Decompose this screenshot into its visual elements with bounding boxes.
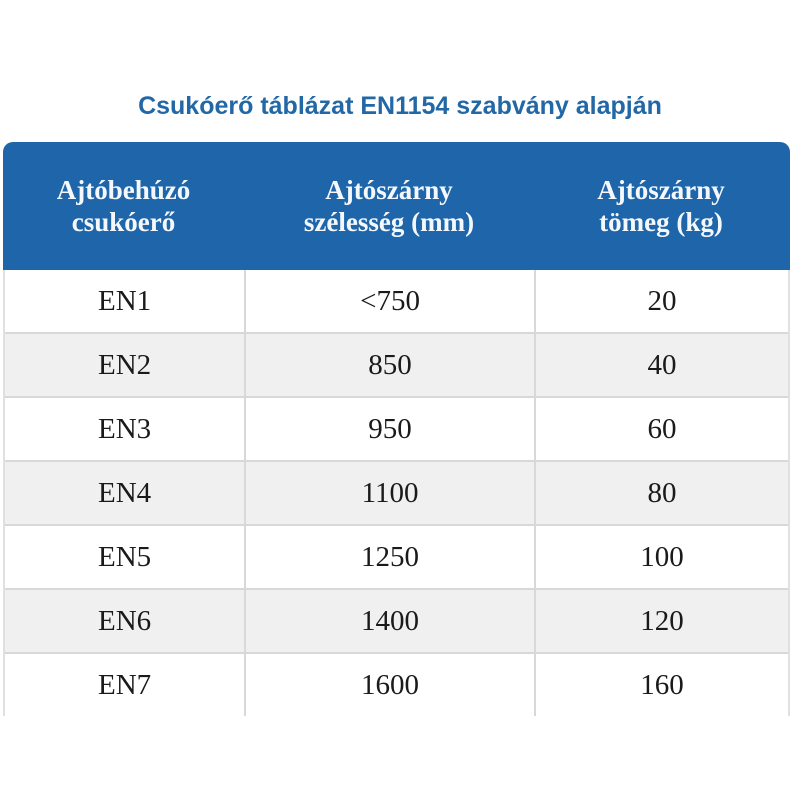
cell-door-weight: 120 <box>640 604 684 637</box>
table-row: EN4 1100 80 <box>5 462 788 526</box>
table-row: EN7 1600 160 <box>5 654 788 716</box>
cell-door-weight: 160 <box>640 668 684 701</box>
cell-closing-force: EN2 <box>5 334 247 396</box>
table-row: EN5 1250 100 <box>5 526 788 590</box>
cell-door-width: <750 <box>246 270 536 332</box>
table-row: EN1 <750 20 <box>5 270 788 334</box>
cell-closing-force: EN6 <box>5 590 247 652</box>
cell-closing-force: EN7 <box>5 654 247 716</box>
cell-closing-force: EN1 <box>5 270 247 332</box>
table-row: EN3 950 60 <box>5 398 788 462</box>
cell-closing-force: EN3 <box>5 398 247 460</box>
header-door-width: Ajtószárny szélesség (mm) <box>303 175 475 237</box>
header-door-weight: Ajtószárny tömeg (kg) <box>597 175 725 237</box>
cell-door-weight: 40 <box>647 348 677 381</box>
table-row: EN2 850 40 <box>5 334 788 398</box>
cell-door-weight: 100 <box>640 540 684 573</box>
table-title: Csukóerő táblázat EN1154 szabvány alapjá… <box>138 92 662 120</box>
cell-door-width: 850 <box>246 334 536 396</box>
header-closing-force: Ajtóbehúzó csukóerő <box>56 175 191 237</box>
cell-door-weight: 60 <box>647 412 677 445</box>
table-row: EN6 1400 120 <box>5 590 788 654</box>
cell-door-width: 1400 <box>246 590 536 652</box>
cell-door-width: 1600 <box>246 654 536 716</box>
cell-door-width: 1250 <box>246 526 536 588</box>
cell-closing-force: EN5 <box>5 526 247 588</box>
cell-door-weight: 20 <box>647 284 677 317</box>
cell-door-width: 950 <box>246 398 536 460</box>
table-body: EN1 <750 20 EN2 850 40 EN3 950 60 EN4 1100 80 EN5 125… <box>3 270 790 716</box>
cell-closing-force: EN4 <box>5 462 247 524</box>
cell-door-weight: 80 <box>647 476 677 509</box>
table-header: Ajtóbehúzó csukóerő Ajtószárny szélesség… <box>3 142 790 270</box>
cell-door-width: 1100 <box>246 462 536 524</box>
closing-force-table: Ajtóbehúzó csukóerő Ajtószárny szélesség… <box>3 142 790 716</box>
